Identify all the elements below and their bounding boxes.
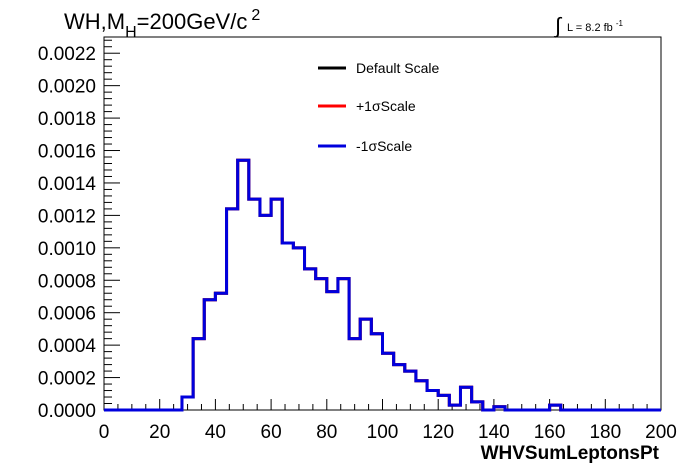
title-rest: =200GeV/c: [137, 9, 248, 34]
legend-label: +1σScale: [356, 98, 416, 114]
x-tick-label: 100: [367, 422, 399, 443]
y-tick-label: 0.0006: [38, 304, 96, 325]
x-tick-label: 140: [478, 422, 510, 443]
x-tick-label: 0: [99, 422, 110, 443]
y-tick-label: 0.0008: [38, 271, 96, 292]
y-tick-label: 0.0002: [38, 369, 96, 390]
y-tick-label: 0.0018: [38, 109, 96, 130]
lumi-text: L = 8.2 fb: [567, 22, 613, 34]
x-axis-label: WHVSumLeptonsPt: [481, 443, 660, 464]
y-tick-label: 0.0022: [38, 44, 96, 65]
lumi-integral: ∫: [553, 13, 563, 38]
x-tick-label: 80: [316, 422, 337, 443]
y-tick-label: 0.0020: [38, 77, 96, 98]
lumi-superscript: -1: [616, 19, 624, 28]
legend-label: -1σScale: [356, 138, 412, 154]
title-superscript: 2: [251, 7, 260, 24]
x-tick-label: 200: [645, 422, 677, 443]
x-tick-label: 120: [422, 422, 454, 443]
series-group: [104, 158, 661, 412]
y-tick-label: 0.0016: [38, 142, 96, 163]
y-tick-label: 0.0014: [38, 174, 97, 195]
x-tick-label: 160: [534, 422, 566, 443]
title-main: WH,M: [64, 9, 125, 34]
legend: Default Scale +1σScale -1σScale: [318, 60, 439, 154]
x-tick-label: 20: [149, 422, 170, 443]
y-tick-label: 0.0000: [38, 401, 96, 422]
series-line-2: [104, 158, 661, 412]
chart-title: WH,MH=200GeV/c 2: [64, 7, 260, 41]
x-tick-label: 60: [261, 422, 282, 443]
lumi-label: ∫ L = 8.2 fb -1: [553, 13, 623, 38]
y-tick-label: 0.0004: [38, 336, 97, 357]
y-tick-label: 0.0012: [38, 206, 96, 227]
y-tick-label: 0.0010: [38, 239, 96, 260]
title-subscript: H: [125, 24, 137, 41]
x-tick-label: 180: [589, 422, 621, 443]
x-tick-label: 40: [205, 422, 226, 443]
legend-label: Default Scale: [356, 60, 439, 76]
axes-group: 0 20 40 60 80 100 120 140 160 180 200 0.0000 0.0002 0…: [38, 39, 677, 443]
